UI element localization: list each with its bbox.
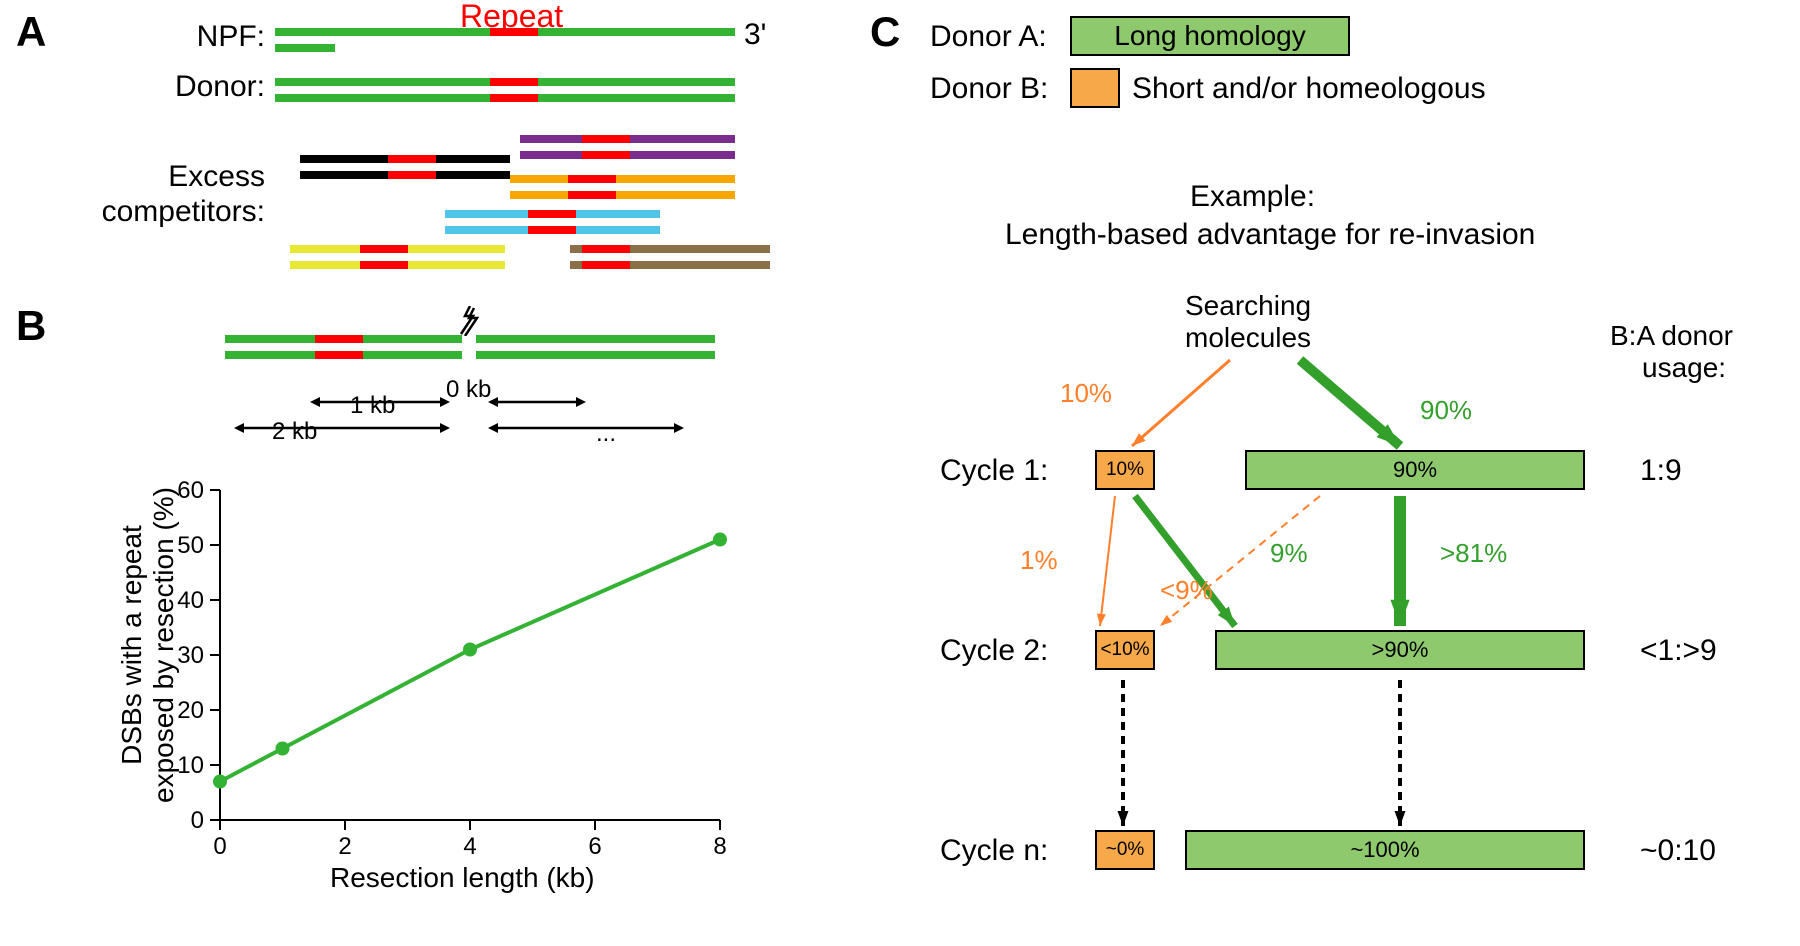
panel-c-arrows <box>870 0 1800 946</box>
svg-text:60: 60 <box>177 477 204 504</box>
svg-text:8: 8 <box>713 833 726 860</box>
chart-y-axis-label: DSBs with a repeat exposed by resection … <box>116 480 180 810</box>
svg-text:6: 6 <box>588 833 601 860</box>
scale-dots: ... <box>596 420 616 448</box>
panel-a-strands <box>0 0 800 290</box>
scale-1kb: 1 kb <box>350 392 395 420</box>
resection-chart: 0 2 4 6 8 0 10 20 30 40 50 60 <box>150 470 750 900</box>
svg-text:10: 10 <box>177 752 204 779</box>
chart-y-axis-line2: exposed by resection (%) <box>148 480 180 810</box>
arrow-label-pct10: 10% <box>1060 378 1112 409</box>
chart-x-axis-label: Resection length (kb) <box>330 862 595 894</box>
arrow-label-pct9: 9% <box>1270 538 1308 569</box>
dsb-lightning-icon <box>456 306 482 336</box>
arrow-label-pctgt81: >81% <box>1440 538 1507 569</box>
arrow-label-pctlt9: <9% <box>1160 575 1213 606</box>
scale-2kb: 2 kb <box>272 418 317 446</box>
arrow-label-pct1: 1% <box>1020 545 1058 576</box>
arrow-label-pct90: 90% <box>1420 395 1472 426</box>
svg-text:40: 40 <box>177 587 204 614</box>
chart-y-axis-line1: DSBs with a repeat <box>116 480 148 810</box>
svg-text:20: 20 <box>177 697 204 724</box>
svg-text:50: 50 <box>177 532 204 559</box>
svg-text:0: 0 <box>191 807 204 834</box>
svg-text:0: 0 <box>213 833 226 860</box>
scale-0kb: 0 kb <box>446 376 491 404</box>
panel-b-dsb-diagram <box>0 300 800 460</box>
svg-text:4: 4 <box>463 833 476 860</box>
svg-text:30: 30 <box>177 642 204 669</box>
svg-text:2: 2 <box>338 833 351 860</box>
